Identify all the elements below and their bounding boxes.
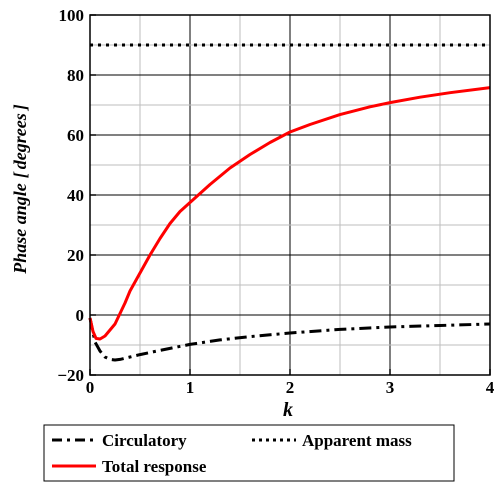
legend-label-circulatory: Circulatory	[102, 431, 187, 450]
legend-box	[43, 424, 455, 482]
x-tick-label: 0	[86, 378, 95, 397]
y-tick-label: 0	[76, 306, 85, 325]
y-axis-label-unit: degrees	[10, 113, 30, 169]
y-tick-label: 80	[67, 66, 84, 85]
y-axis-label: Phase angle [ degrees]	[10, 104, 30, 275]
legend-label-total-response: Total response	[102, 457, 207, 476]
x-tick-label: 1	[186, 378, 195, 397]
series-layer	[88, 43, 491, 362]
grid-lines	[89, 14, 491, 376]
x-tick-label: 2	[286, 378, 295, 397]
y-tick-label: 40	[67, 186, 84, 205]
legend: Circulatory Apparent mass Total response	[43, 424, 455, 482]
series-line-total-response	[88, 86, 491, 341]
y-tick-label: 60	[67, 126, 84, 145]
y-tick-label: 100	[59, 6, 85, 25]
y-tick-label: 20	[67, 246, 84, 265]
y-tick-label: −20	[57, 366, 84, 385]
x-tick-label: 4	[486, 378, 495, 397]
y-axis-label-main: Phase angle	[10, 183, 30, 275]
x-axis-label: k	[283, 399, 293, 421]
y-axis-label-open-bracket: [	[10, 171, 30, 178]
y-axis-label-close-bracket: ]	[10, 104, 30, 111]
legend-label-apparent-mass: Apparent mass	[302, 431, 412, 450]
x-tick-label: 3	[386, 378, 395, 397]
